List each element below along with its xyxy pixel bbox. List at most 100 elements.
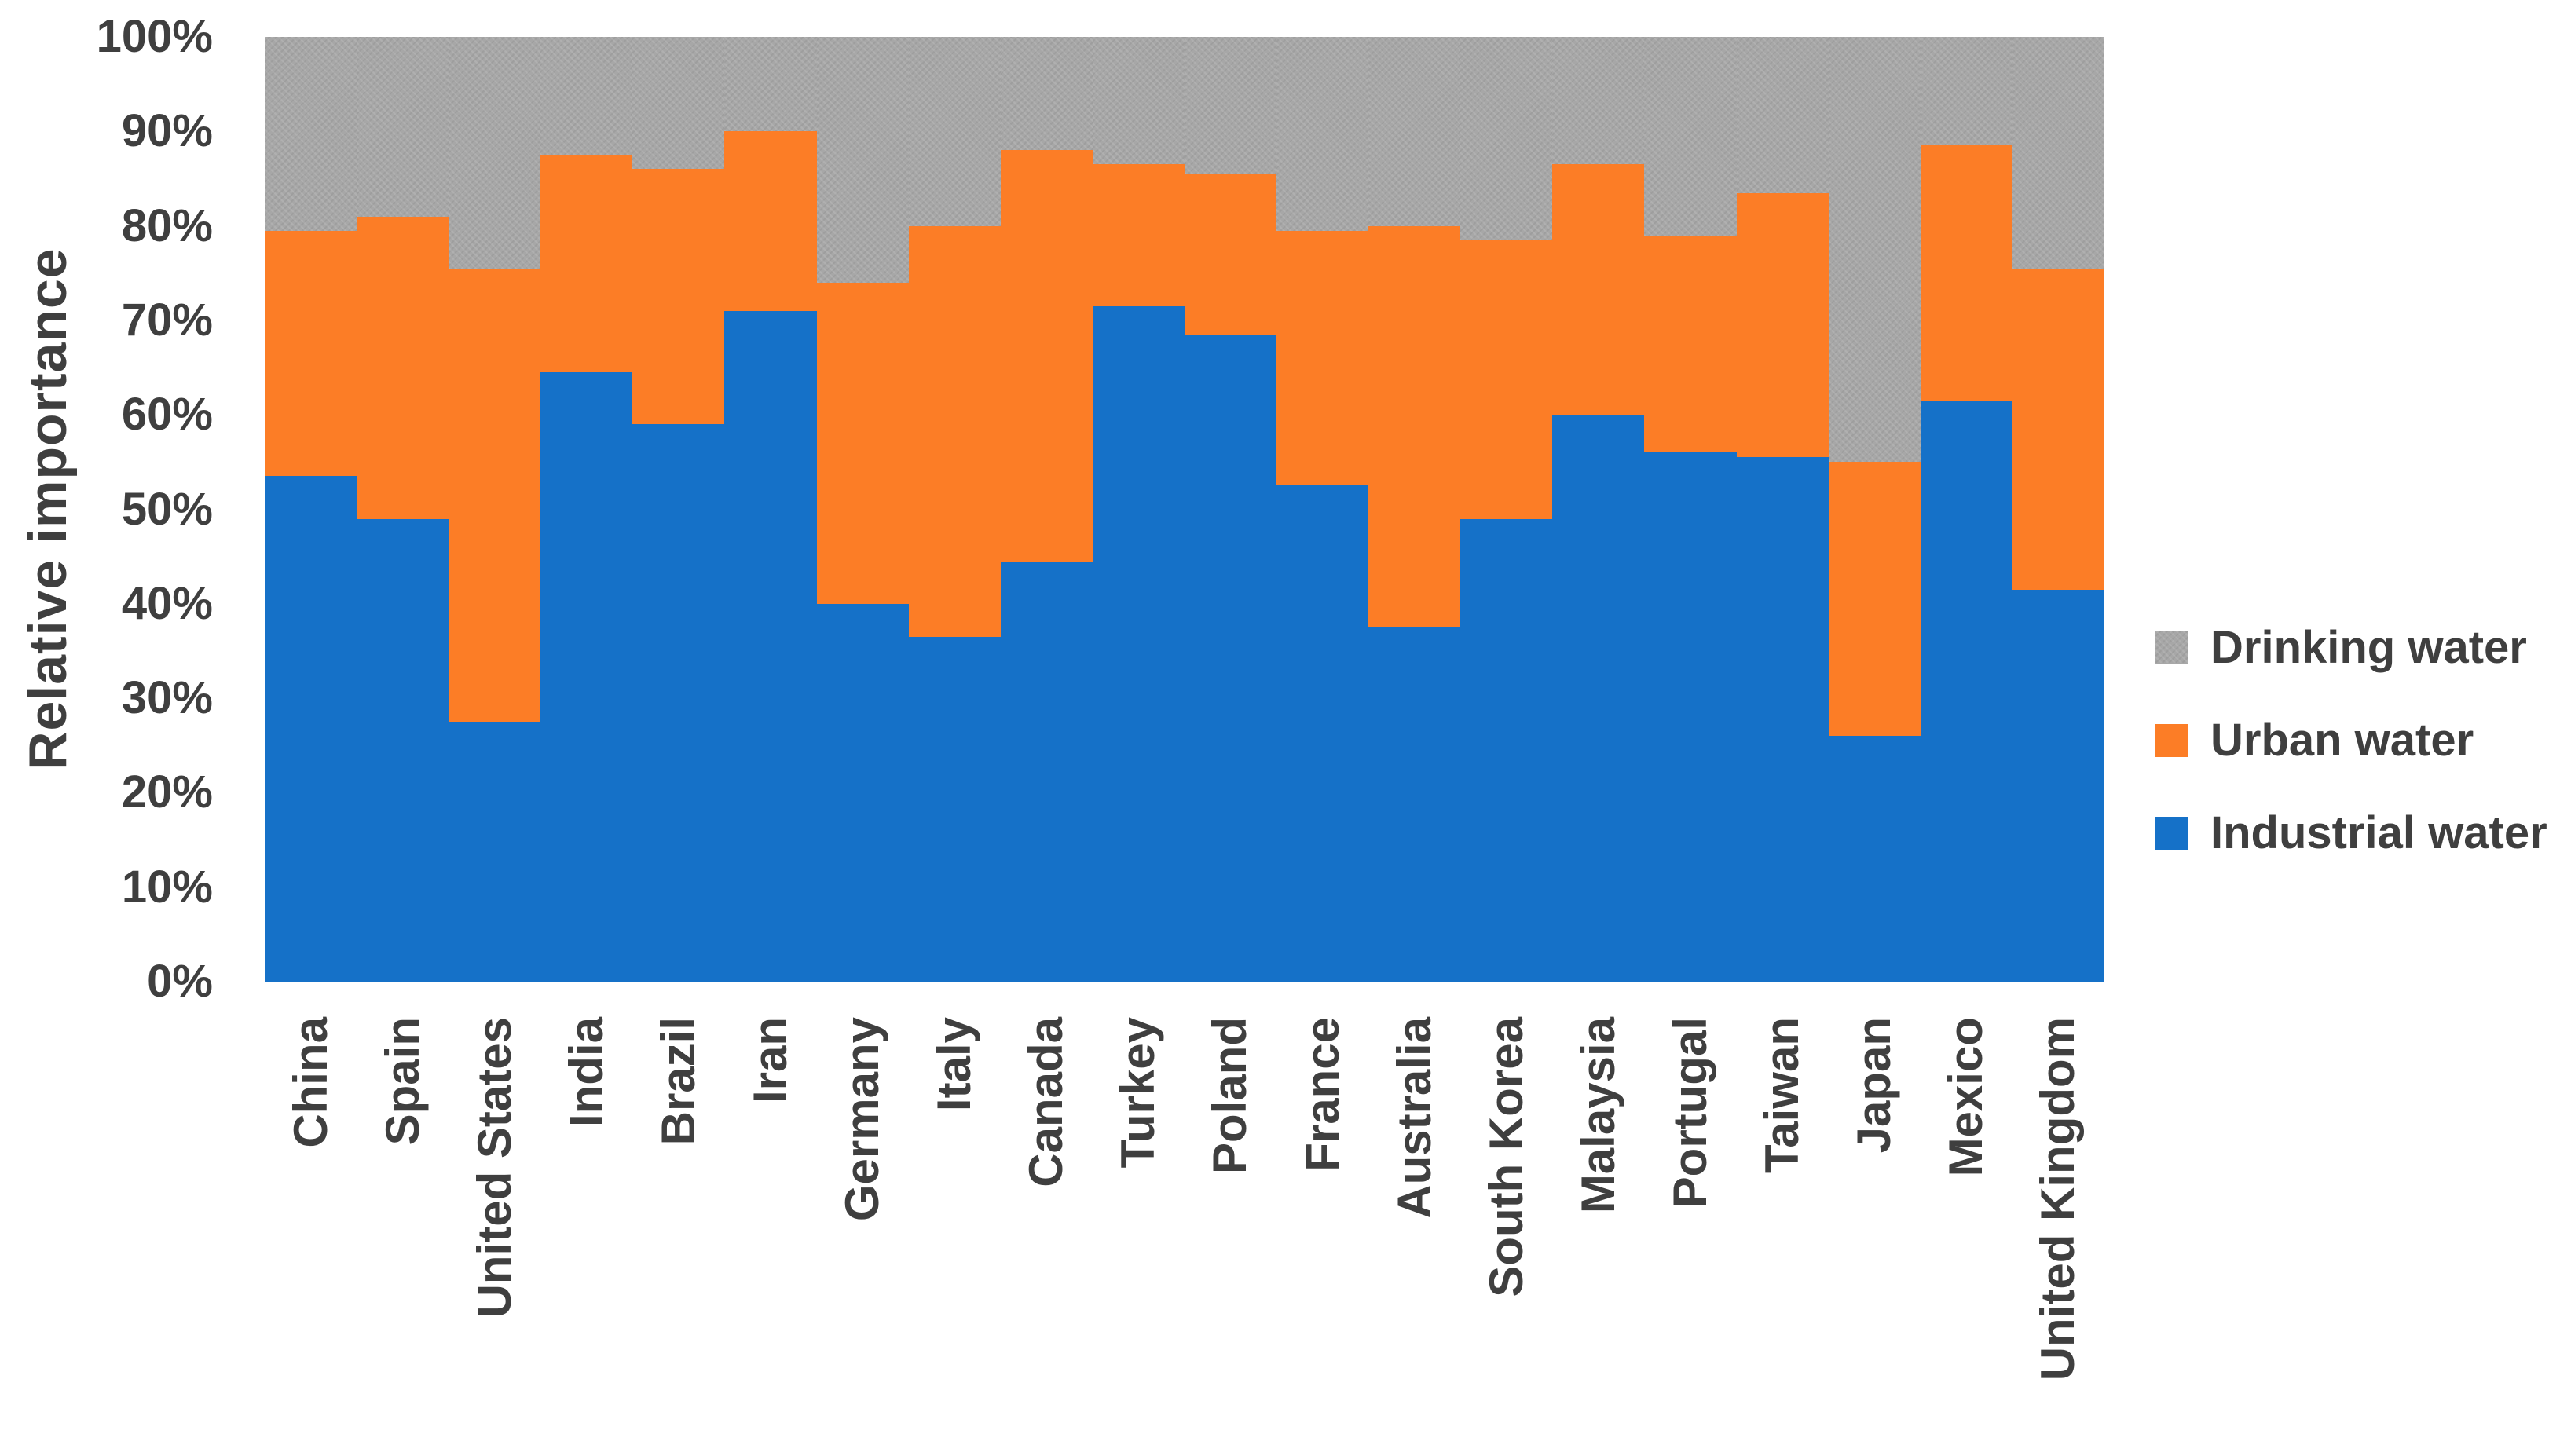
- bar-segment-industrial-water: [357, 518, 449, 982]
- x-axis-category-labels: China Spain United States India Brazil Iran Ge…: [265, 1017, 2104, 1441]
- bar-portugal: [1644, 37, 1737, 982]
- bar-malaysia: [1552, 37, 1645, 982]
- y-tick-label: 40%: [121, 577, 213, 629]
- bar-segment-drinking-water: [1644, 37, 1737, 236]
- y-tick-label: 10%: [121, 861, 213, 913]
- x-label-slot: France: [1276, 1017, 1368, 1441]
- bar-segment-drinking-water: [1092, 37, 1185, 165]
- bar-segment-industrial-water: [724, 310, 817, 982]
- x-category-label: United States: [467, 1017, 521, 1319]
- legend-label: Industrial water: [2210, 807, 2547, 858]
- bar-segment-industrial-water: [1828, 736, 1921, 982]
- x-category-label: India: [559, 1017, 613, 1128]
- y-tick-label: 90%: [121, 105, 213, 157]
- legend-item-urban-water: Urban water: [2155, 714, 2547, 767]
- bar-australia: [1368, 37, 1461, 982]
- y-tick-label: 0%: [147, 956, 213, 1007]
- bar-segment-drinking-water: [1552, 37, 1645, 165]
- bar-mexico: [1920, 37, 2012, 982]
- bar-segment-drinking-water: [449, 37, 541, 269]
- bar-segment-industrial-water: [816, 603, 909, 982]
- legend-item-industrial-water: Industrial water: [2155, 807, 2547, 860]
- y-tick-label: 50%: [121, 483, 213, 535]
- bar-segment-drinking-water: [2012, 37, 2104, 269]
- bar-segment-industrial-water: [1736, 457, 1829, 982]
- bar-segment-drinking-water: [1184, 37, 1277, 174]
- bar-segment-industrial-water: [1920, 401, 2012, 982]
- x-label-slot: United States: [449, 1017, 540, 1441]
- legend-item-drinking-water: Drinking water: [2155, 621, 2547, 675]
- y-tick-label: 20%: [121, 766, 213, 818]
- bar-segment-urban-water: [1368, 225, 1461, 627]
- bar-segment-industrial-water: [265, 476, 357, 982]
- bar-iran: [724, 37, 817, 982]
- x-label-slot: Japan: [1829, 1017, 1921, 1441]
- x-category-label: Japan: [1848, 1017, 1901, 1154]
- bar-italy: [908, 37, 1001, 982]
- bar-segment-industrial-water: [1092, 305, 1185, 982]
- bar-segment-urban-water: [1828, 462, 1921, 737]
- y-tick-label: 60%: [121, 389, 213, 441]
- bar-segment-urban-water: [449, 268, 541, 723]
- bar-segment-urban-water: [540, 155, 633, 373]
- x-category-label: Canada: [1020, 1017, 1073, 1187]
- bar-segment-urban-water: [1552, 164, 1645, 415]
- bar-segment-drinking-water: [816, 37, 909, 283]
- x-label-slot: South Korea: [1460, 1017, 1552, 1441]
- bar-segment-drinking-water: [1460, 37, 1553, 240]
- bar-segment-industrial-water: [449, 722, 541, 982]
- bar-segment-industrial-water: [1368, 627, 1461, 982]
- x-category-label: Mexico: [1939, 1017, 1993, 1177]
- bar-segment-urban-water: [816, 282, 909, 604]
- bar-france: [1276, 37, 1369, 982]
- x-category-label: China: [284, 1017, 337, 1148]
- bar-segment-urban-water: [1920, 145, 2012, 401]
- x-category-label: Portugal: [1663, 1017, 1716, 1209]
- x-category-label: United Kingdom: [2031, 1017, 2085, 1381]
- bar-segment-urban-water: [1092, 164, 1185, 306]
- bar-segment-drinking-water: [724, 37, 817, 132]
- bar-south-korea: [1460, 37, 1553, 982]
- bar-spain: [357, 37, 449, 982]
- x-label-slot: Turkey: [1093, 1017, 1185, 1441]
- x-label-slot: Iran: [724, 1017, 816, 1441]
- bar-segment-drinking-water: [540, 37, 633, 155]
- x-label-slot: Australia: [1368, 1017, 1460, 1441]
- bar-poland: [1184, 37, 1277, 982]
- bar-segment-urban-water: [265, 230, 357, 477]
- y-axis-tick-labels: 0% 10% 20% 30% 40% 50% 60% 70% 80% 90% 100%: [0, 14, 213, 1004]
- x-label-slot: Malaysia: [1552, 1017, 1644, 1441]
- bar-united-states: [449, 37, 541, 982]
- bar-segment-industrial-water: [1276, 485, 1369, 982]
- bar-brazil: [632, 37, 725, 982]
- bar-segment-drinking-water: [632, 37, 725, 170]
- bar-segment-industrial-water: [632, 424, 725, 982]
- x-label-slot: Italy: [909, 1017, 1001, 1441]
- x-label-slot: Spain: [357, 1017, 449, 1441]
- bar-segment-urban-water: [908, 225, 1001, 637]
- legend-swatch-icon: [2155, 817, 2188, 850]
- bar-segment-industrial-water: [1000, 561, 1093, 982]
- x-label-slot: Brazil: [632, 1017, 724, 1441]
- bar-segment-industrial-water: [1184, 334, 1277, 982]
- x-category-label: South Korea: [1479, 1017, 1533, 1297]
- bar-segment-urban-water: [1460, 240, 1553, 519]
- x-label-slot: India: [540, 1017, 632, 1441]
- legend-swatch-icon: [2155, 631, 2188, 664]
- bar-segment-industrial-water: [908, 636, 1001, 982]
- bar-segment-urban-water: [1644, 235, 1737, 453]
- bar-segment-drinking-water: [1368, 37, 1461, 226]
- bar-segment-industrial-water: [1644, 452, 1737, 982]
- legend-swatch-icon: [2155, 724, 2188, 757]
- x-category-label: Iran: [744, 1017, 797, 1104]
- x-category-label: Turkey: [1112, 1017, 1165, 1169]
- bar-segment-urban-water: [2012, 268, 2104, 590]
- y-tick-label: 80%: [121, 199, 213, 251]
- bar-segment-drinking-water: [357, 37, 449, 217]
- bar-segment-urban-water: [357, 216, 449, 519]
- x-label-slot: Poland: [1185, 1017, 1276, 1441]
- bar-taiwan: [1736, 37, 1829, 982]
- bar-segment-drinking-water: [908, 37, 1001, 226]
- x-category-label: Poland: [1203, 1017, 1257, 1175]
- plot-area: [265, 37, 2104, 982]
